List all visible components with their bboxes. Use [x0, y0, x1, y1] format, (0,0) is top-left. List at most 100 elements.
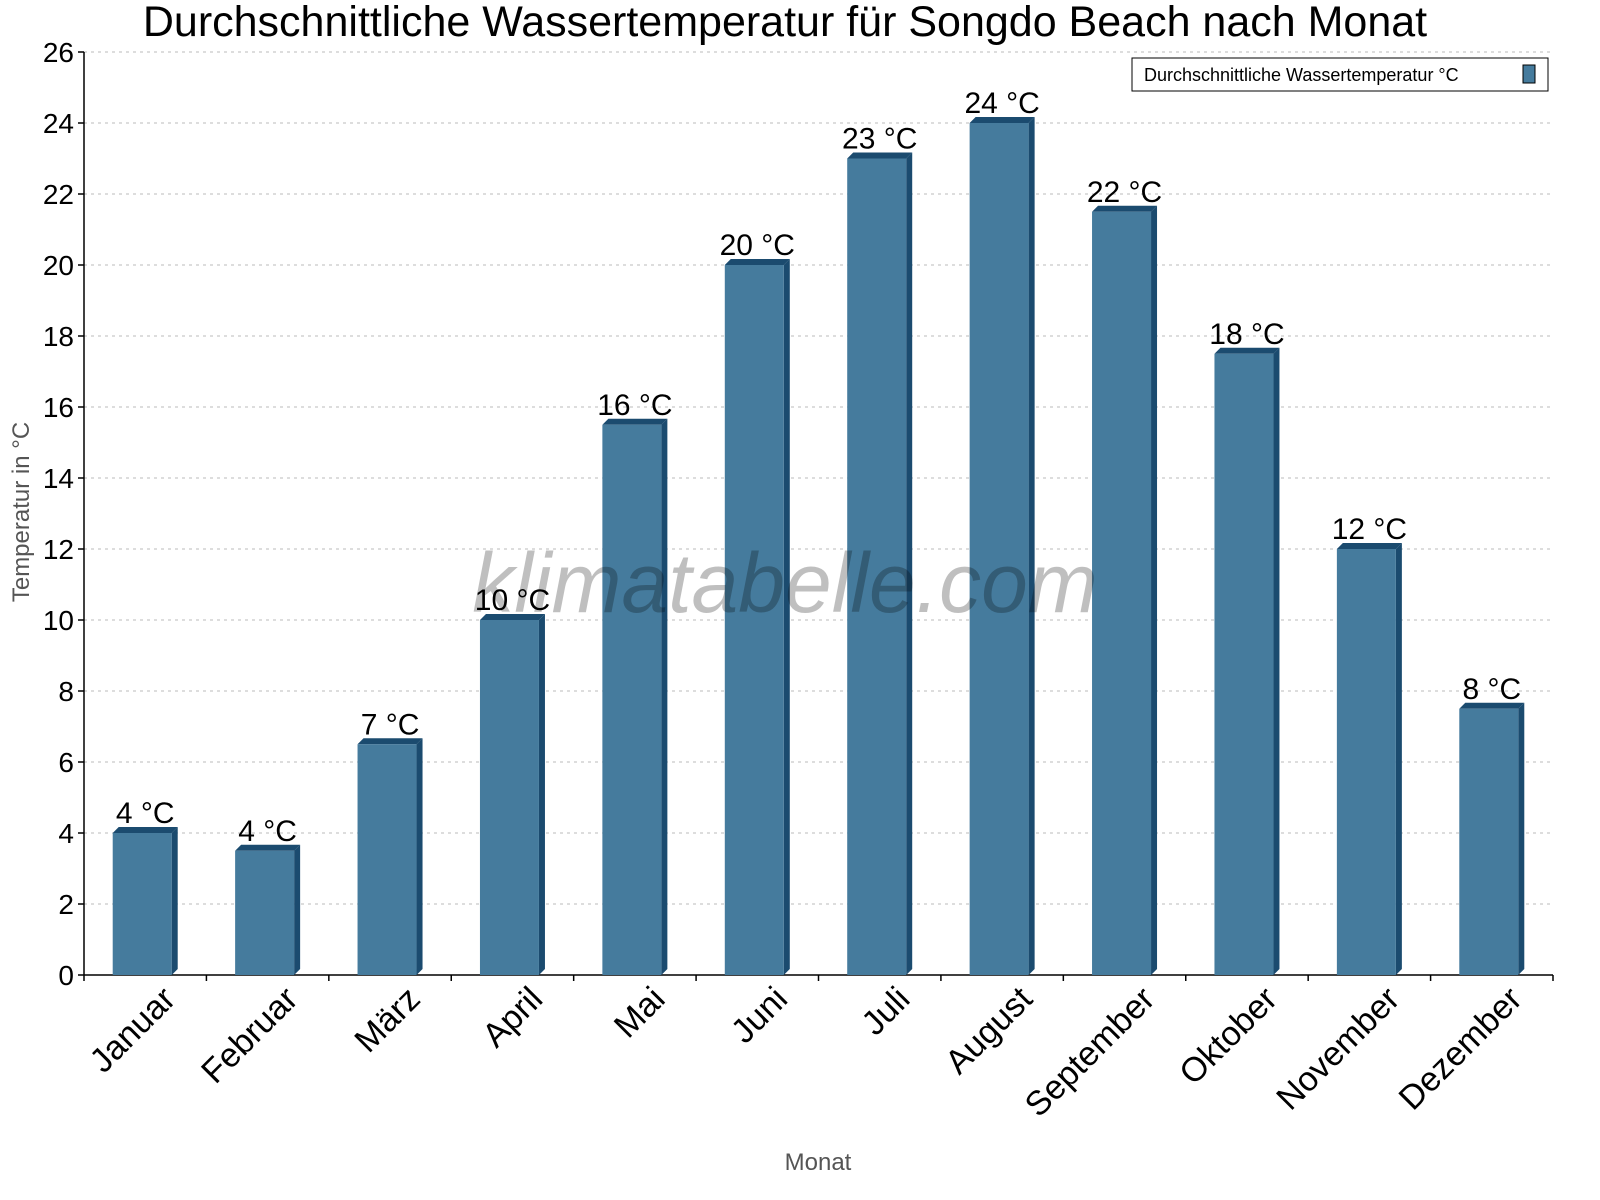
- bar: [1336, 549, 1396, 975]
- watermark: klimatabelle.com: [472, 536, 1098, 630]
- bar-top: [724, 259, 790, 265]
- legend: Durchschnittliche Wassertemperatur °C: [1131, 57, 1549, 92]
- bar-side: [1151, 205, 1158, 975]
- bar-top: [602, 418, 668, 425]
- x-tick-label: November: [1269, 980, 1407, 1118]
- y-tick-label: 22: [43, 179, 74, 210]
- bar-dezember: [1459, 702, 1525, 975]
- y-tick-label: 26: [43, 37, 74, 68]
- bar: [602, 424, 662, 975]
- x-tick-label: September: [1018, 980, 1162, 1124]
- bar-side: [661, 418, 668, 975]
- bar-side: [1273, 347, 1280, 975]
- data-label: 22 °C: [1087, 176, 1162, 209]
- y-tick-label: 4: [58, 818, 74, 849]
- y-tick-label: 14: [43, 463, 74, 494]
- y-tick-label: 8: [58, 676, 74, 707]
- bar-januar: [112, 827, 178, 975]
- bar: [1214, 353, 1274, 975]
- bar-side: [171, 827, 178, 975]
- bar-oktober: [1214, 347, 1280, 975]
- legend-label: Durchschnittliche Wassertemperatur °C: [1144, 65, 1459, 85]
- bar: [1459, 708, 1519, 975]
- x-tick-label: August: [938, 979, 1040, 1081]
- y-tick-label: 20: [43, 250, 74, 281]
- data-label: 12 °C: [1332, 513, 1407, 546]
- y-tick-label: 18: [43, 321, 74, 352]
- bar: [969, 123, 1029, 975]
- bar-juni: [724, 259, 790, 975]
- bar-side: [294, 844, 301, 975]
- x-tick-label: Juni: [724, 980, 795, 1051]
- bar-top: [112, 827, 178, 833]
- data-label: 7 °C: [361, 708, 420, 741]
- x-tick-label: April: [475, 980, 550, 1055]
- data-label: 10 °C: [475, 584, 550, 617]
- bar-side: [1028, 117, 1035, 975]
- x-tick-label: März: [347, 980, 427, 1060]
- x-tick-label: Dezember: [1392, 980, 1530, 1118]
- bar-top: [847, 152, 913, 159]
- data-label: 20 °C: [720, 229, 795, 262]
- bar-side: [1395, 543, 1402, 975]
- y-tick-label: 0: [58, 960, 74, 991]
- x-tick-label: Februar: [194, 980, 305, 1091]
- bar-top: [357, 738, 423, 745]
- data-label: 23 °C: [842, 123, 917, 156]
- bar: [1092, 211, 1152, 975]
- y-tick-label: 10: [43, 605, 74, 636]
- x-tick-label: Juli: [854, 980, 917, 1043]
- bar-september: [1092, 205, 1158, 975]
- bar-top: [1092, 205, 1158, 212]
- bar-side: [416, 738, 423, 975]
- bar-top: [479, 614, 545, 620]
- bar: [112, 833, 172, 975]
- bar: [235, 850, 295, 975]
- bar-august: [969, 117, 1035, 975]
- data-label: 16 °C: [597, 389, 672, 422]
- bar-top: [1336, 543, 1402, 549]
- bar-side: [1518, 702, 1525, 975]
- bar-top: [1214, 347, 1280, 354]
- y-tick-label: 16: [43, 392, 74, 423]
- bar-top: [969, 117, 1035, 123]
- y-tick-label: 2: [58, 889, 74, 920]
- x-axis: Januar Februar März April Mai Juni Juli AugustS…: [82, 974, 1554, 1124]
- y-tick-label: 24: [43, 108, 74, 139]
- data-label: 8 °C: [1462, 673, 1521, 706]
- bar-side: [783, 259, 790, 975]
- data-labels: 4 °C 4 °C 7 °C 10 °C 16 °C 20 °C 23 °C 24 °C 22 …: [116, 87, 1521, 848]
- bar-november: [1336, 543, 1402, 975]
- bar-side: [538, 614, 545, 975]
- bar-top: [1459, 702, 1525, 709]
- bar-april: [479, 614, 545, 975]
- grid-lines: [84, 51, 1553, 905]
- y-tick-label: 6: [58, 747, 74, 778]
- bar-mai: [602, 418, 668, 975]
- bar-top: [235, 844, 301, 851]
- bars: [112, 117, 1525, 975]
- bar: [847, 158, 907, 975]
- data-label: 4 °C: [116, 797, 175, 830]
- bar-side: [906, 152, 913, 975]
- data-label: 18 °C: [1209, 318, 1284, 351]
- y-tick-label: 12: [43, 534, 74, 565]
- bar-märz: [357, 738, 423, 975]
- x-tick-label: Januar: [82, 980, 182, 1080]
- bar: [724, 265, 784, 975]
- legend-box: [1131, 57, 1549, 92]
- x-tick-label: Oktober: [1172, 980, 1284, 1092]
- data-label: 4 °C: [238, 815, 297, 848]
- y-axis-label: Temperatur in °C: [8, 422, 35, 602]
- data-label: 24 °C: [964, 87, 1039, 120]
- x-axis-label: Monat: [785, 1149, 852, 1176]
- bar-juli: [847, 152, 913, 975]
- legend-swatch: [1522, 64, 1536, 84]
- bar: [479, 620, 539, 975]
- chart-title: Durchschnittliche Wassertemperatur für S…: [143, 0, 1427, 46]
- x-tick-label: Mai: [607, 980, 673, 1046]
- bar-februar: [235, 844, 301, 975]
- bar: [357, 744, 417, 975]
